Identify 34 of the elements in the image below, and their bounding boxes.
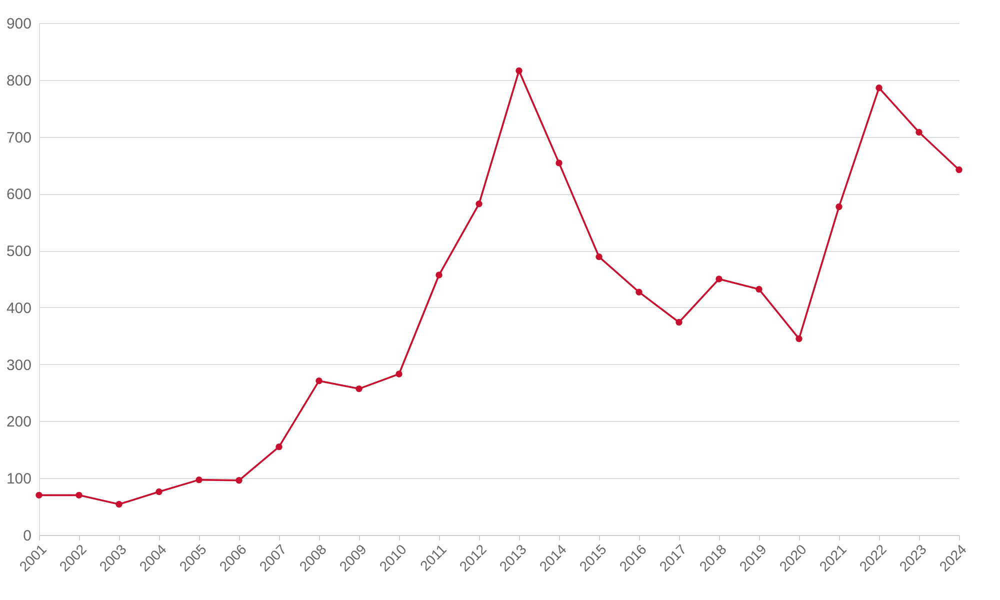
point — [396, 370, 402, 378]
point — [36, 492, 42, 499]
point — [796, 335, 802, 342]
y-tick-label: 800 — [6, 72, 32, 90]
y-tick-label: 400 — [6, 300, 32, 317]
point — [956, 166, 962, 174]
point — [756, 286, 762, 293]
point — [236, 477, 242, 484]
point — [356, 385, 362, 392]
point — [836, 203, 842, 210]
point — [436, 272, 442, 278]
point — [76, 492, 82, 499]
y-tick-label: 100 — [6, 470, 32, 488]
point — [676, 318, 682, 326]
point — [476, 200, 482, 208]
point — [116, 500, 122, 508]
y-tick-label: 900 — [6, 16, 32, 32]
y-tick-label: 700 — [6, 129, 32, 146]
point — [716, 276, 722, 282]
point — [916, 128, 922, 136]
point — [596, 253, 602, 260]
y-tick-label: 500 — [6, 243, 32, 260]
point — [636, 288, 642, 296]
point — [876, 84, 882, 92]
point — [276, 443, 282, 450]
y-tick-label: 300 — [6, 356, 32, 374]
y-tick-label: 0 — [23, 528, 32, 544]
y-tick-label: 600 — [6, 186, 32, 204]
point — [516, 67, 522, 74]
point — [316, 377, 322, 384]
y-tick-label: 200 — [6, 414, 32, 431]
point — [156, 488, 162, 496]
point — [196, 476, 202, 484]
point — [556, 160, 562, 166]
